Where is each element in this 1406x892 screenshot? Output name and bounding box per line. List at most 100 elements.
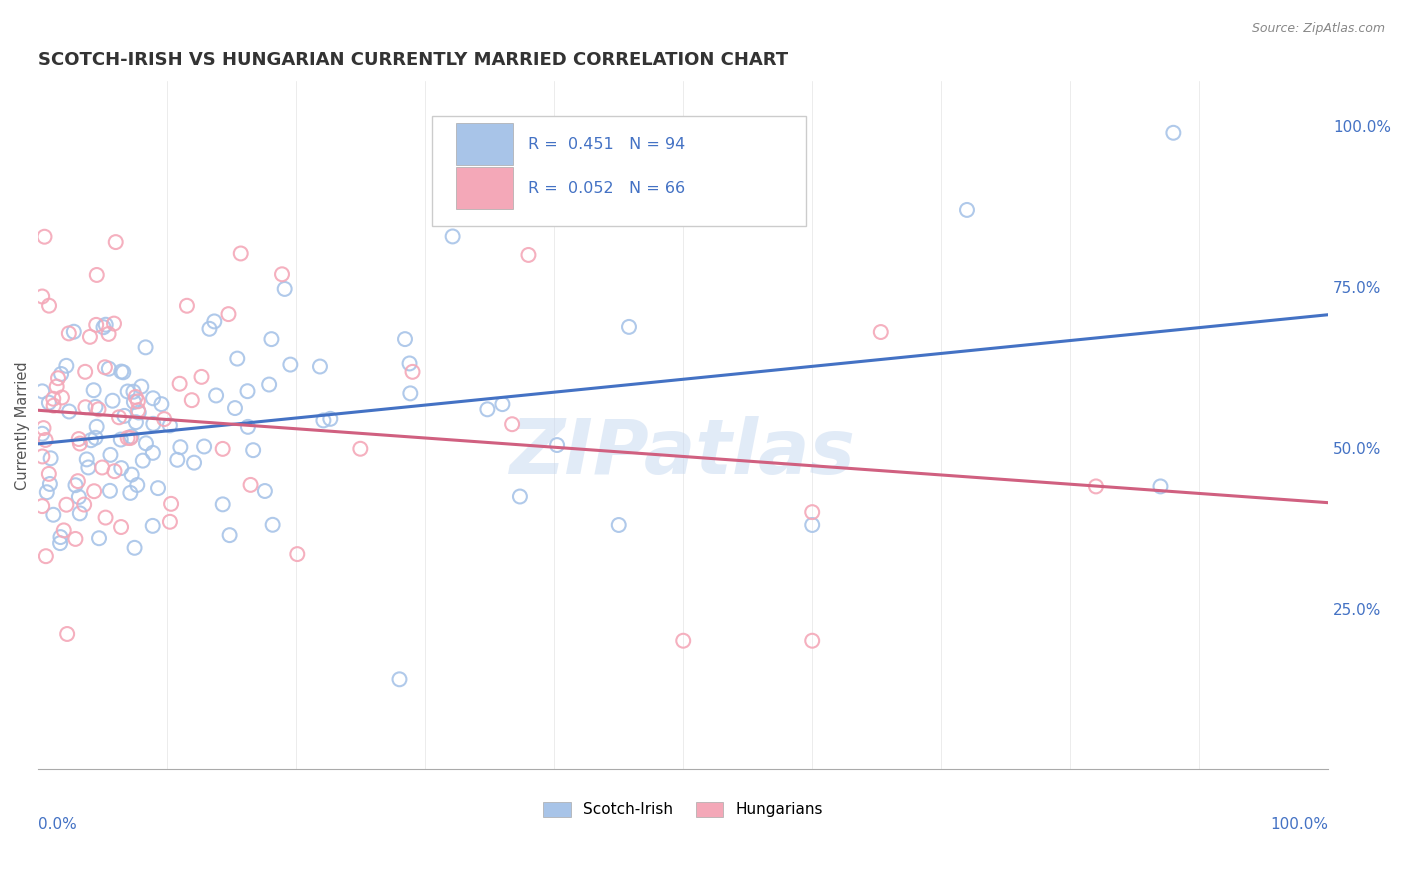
Point — [117, 431, 139, 445]
Point — [117, 384, 139, 399]
Point — [142, 417, 165, 431]
Text: R =  0.052   N = 66: R = 0.052 N = 66 — [529, 181, 686, 196]
Point — [491, 397, 513, 411]
Point — [1163, 126, 1185, 140]
Point — [477, 402, 499, 417]
Point — [273, 282, 295, 296]
Point — [229, 246, 252, 260]
Point — [58, 326, 80, 341]
Point — [142, 519, 165, 533]
Point — [83, 383, 105, 397]
Point — [262, 517, 284, 532]
Point — [801, 633, 824, 648]
Point — [159, 515, 181, 529]
Point — [394, 332, 416, 346]
Point — [110, 433, 132, 447]
Point — [75, 365, 97, 379]
Point — [146, 481, 169, 495]
Point — [176, 299, 198, 313]
Point — [211, 442, 233, 456]
Point — [242, 443, 264, 458]
Point — [399, 386, 422, 401]
Point — [49, 536, 72, 550]
Point — [205, 388, 228, 402]
Point — [94, 360, 117, 375]
Point — [110, 461, 132, 475]
Point — [65, 532, 87, 546]
Point — [127, 394, 149, 409]
Point — [67, 490, 90, 504]
Point — [312, 413, 335, 427]
Point — [34, 433, 56, 447]
Point — [319, 412, 342, 426]
Point — [218, 528, 240, 542]
Point — [169, 440, 191, 454]
Point — [38, 299, 60, 313]
Point — [77, 460, 100, 475]
Point — [211, 497, 233, 511]
Point — [38, 395, 60, 409]
Point — [441, 229, 464, 244]
Point — [1084, 479, 1107, 493]
Point — [672, 633, 695, 648]
Text: Source: ZipAtlas.com: Source: ZipAtlas.com — [1251, 22, 1385, 36]
Point — [801, 518, 824, 533]
Text: 100.0%: 100.0% — [1270, 817, 1329, 832]
Point — [193, 440, 215, 454]
Point — [42, 399, 65, 413]
Point — [169, 376, 191, 391]
Point — [236, 384, 259, 399]
Point — [42, 508, 65, 522]
Point — [55, 359, 77, 373]
Point — [110, 365, 132, 379]
Point — [34, 229, 56, 244]
Point — [31, 499, 53, 513]
Point — [218, 307, 240, 321]
Point — [509, 490, 531, 504]
Point — [39, 451, 62, 466]
FancyBboxPatch shape — [456, 168, 513, 210]
Point — [62, 325, 84, 339]
Point — [52, 524, 75, 538]
Point — [517, 248, 540, 262]
Point — [132, 453, 155, 467]
Point — [108, 410, 131, 425]
Point — [94, 510, 117, 524]
Point — [127, 403, 149, 417]
Point — [65, 478, 87, 492]
Point — [125, 390, 148, 404]
Point — [35, 549, 58, 564]
Point — [401, 365, 423, 379]
Point — [122, 395, 145, 409]
Point — [501, 417, 523, 432]
Text: R =  0.451   N = 94: R = 0.451 N = 94 — [529, 136, 686, 152]
Text: 0.0%: 0.0% — [38, 817, 77, 832]
Point — [150, 397, 173, 411]
Point — [66, 474, 89, 488]
Point — [87, 402, 110, 417]
Point — [103, 464, 125, 478]
Point — [103, 317, 125, 331]
Point — [112, 365, 135, 379]
Point — [124, 541, 146, 555]
Point — [546, 438, 568, 452]
Point — [236, 420, 259, 434]
Point — [1149, 479, 1171, 493]
Point — [87, 531, 110, 545]
Point — [97, 361, 120, 376]
Point — [80, 434, 103, 448]
Point — [956, 202, 979, 217]
Point — [31, 450, 53, 464]
Point — [226, 351, 249, 366]
Point — [112, 409, 135, 423]
FancyBboxPatch shape — [456, 123, 513, 165]
Point — [49, 367, 72, 381]
FancyBboxPatch shape — [432, 116, 806, 226]
Point — [142, 391, 165, 405]
Point — [153, 412, 176, 426]
Point — [31, 289, 53, 303]
Point — [83, 484, 105, 499]
Point — [86, 268, 108, 282]
Point — [49, 530, 72, 544]
Point — [398, 356, 420, 370]
